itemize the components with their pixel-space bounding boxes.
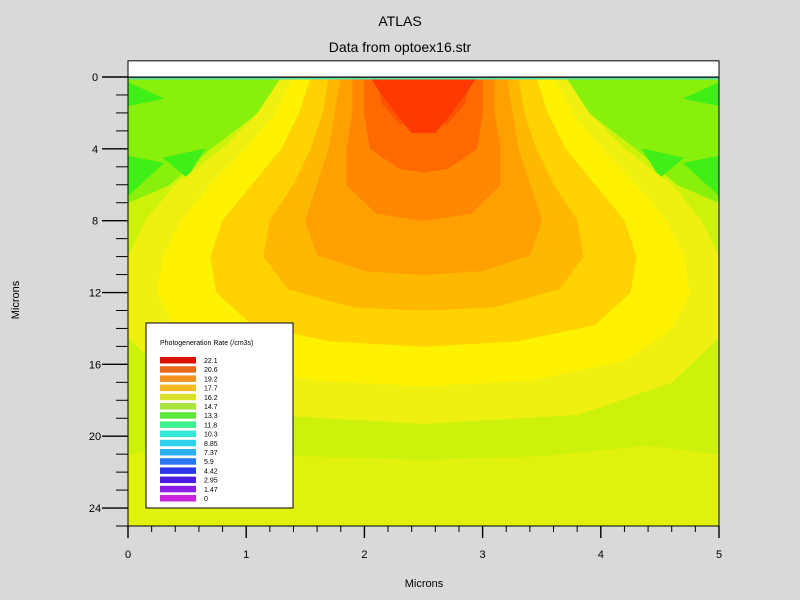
y-tick-label-4: 16 <box>89 359 101 371</box>
contour-region-6 <box>163 148 206 178</box>
legend-swatch-14 <box>160 485 196 493</box>
chart-title: ATLAS <box>378 13 422 29</box>
surface-band <box>128 77 719 80</box>
legend-label-1: 20.6 <box>204 367 218 374</box>
x-tick-label-5: 5 <box>716 549 722 561</box>
x-tick-label-2: 2 <box>361 549 367 561</box>
legend-label-11: 5.9 <box>204 459 214 466</box>
legend-swatch-13 <box>160 476 196 484</box>
legend-label-6: 13.3 <box>204 413 218 420</box>
y-tick-label-0: 0 <box>92 72 98 84</box>
top-layer <box>127 60 720 78</box>
legend-label-12: 4.42 <box>204 468 218 475</box>
legend-label-0: 22.1 <box>204 358 218 365</box>
legend-swatch-15 <box>160 495 196 502</box>
legend-swatch-4 <box>160 393 196 401</box>
x-tick-label-0: 0 <box>125 549 131 561</box>
legend-label-14: 1.47 <box>204 487 218 494</box>
y-tick-label-3: 12 <box>89 288 101 300</box>
legend-swatch-8 <box>160 430 196 438</box>
contour-region-5 <box>128 155 164 196</box>
legend-label-4: 16.2 <box>204 395 218 402</box>
contour-region-8 <box>683 155 719 196</box>
x-tick-label-4: 4 <box>598 549 604 561</box>
legend-swatch-12 <box>160 467 196 474</box>
y-tick-label-6: 24 <box>89 503 101 515</box>
x-tick-label-3: 3 <box>480 549 486 561</box>
legend-label-7: 11.8 <box>204 422 217 429</box>
legend-label-3: 17.7 <box>204 386 218 393</box>
contour-region-4 <box>128 82 164 106</box>
legend-swatch-2 <box>160 375 196 382</box>
x-axis-label: Microns <box>404 578 444 590</box>
legend-label-9: 8.85 <box>204 441 218 448</box>
chart-subtitle: Data from optoex16.str <box>328 39 472 55</box>
y-axis-label: Microns <box>10 280 22 320</box>
contour-region-7 <box>683 82 719 106</box>
legend-label-2: 19.2 <box>204 376 218 383</box>
legend-label-15: 0 <box>204 496 208 503</box>
legend-swatch-6 <box>160 412 196 419</box>
legend: Photogeneration Rate (/cm3s) 22.1 20.6 19.2… <box>145 322 294 509</box>
contour-region-18 <box>369 77 478 133</box>
legend-swatch-9 <box>160 439 196 447</box>
contour-region-9 <box>641 148 684 178</box>
legend-label-5: 14.7 <box>204 404 218 411</box>
y-tick-label-2: 8 <box>92 216 98 228</box>
legend-swatch-3 <box>160 384 196 392</box>
legend-swatch-11 <box>160 458 196 465</box>
y-tick-label-5: 20 <box>89 431 101 443</box>
legend-title: Photogeneration Rate (/cm3s) <box>160 340 253 347</box>
legend-swatch-10 <box>160 449 196 456</box>
y-tick-label-1: 4 <box>92 144 98 156</box>
legend-label-13: 2.95 <box>204 478 218 485</box>
legend-label-8: 10.3 <box>204 432 218 439</box>
legend-swatch-5 <box>160 403 196 410</box>
legend-swatch-1 <box>160 366 196 373</box>
x-tick-label-1: 1 <box>243 549 249 561</box>
legend-swatch-0 <box>160 357 196 364</box>
legend-label-10: 7.37 <box>204 450 218 457</box>
legend-swatch-7 <box>160 421 196 428</box>
